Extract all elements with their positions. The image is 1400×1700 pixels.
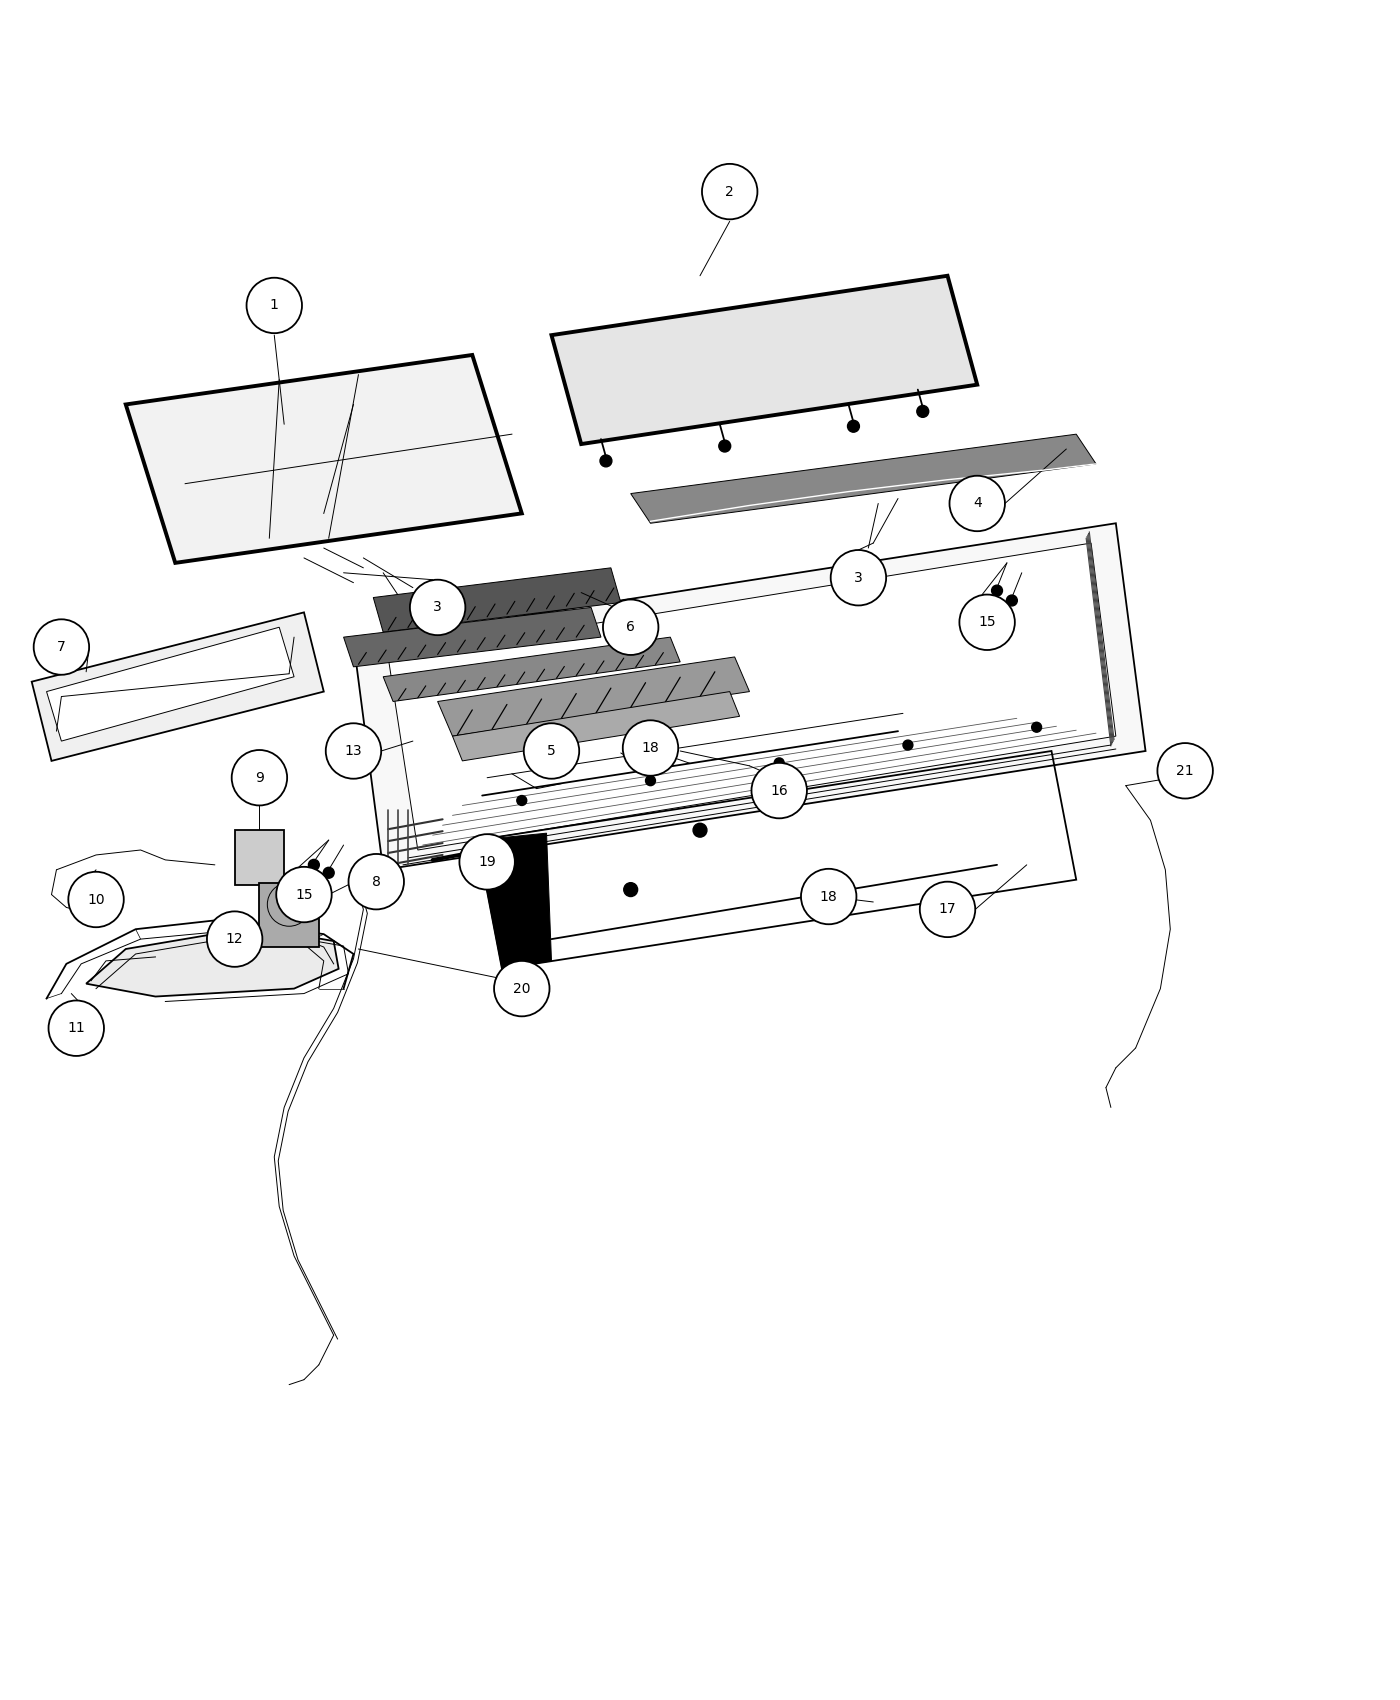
Polygon shape	[384, 638, 680, 702]
Circle shape	[34, 619, 90, 675]
Circle shape	[308, 860, 319, 870]
Text: 15: 15	[979, 615, 995, 629]
Circle shape	[459, 835, 515, 889]
Text: 8: 8	[372, 876, 381, 889]
Circle shape	[246, 277, 302, 333]
Circle shape	[276, 867, 332, 923]
Circle shape	[49, 1001, 104, 1056]
Circle shape	[1007, 595, 1018, 605]
Text: 2: 2	[725, 185, 734, 199]
Circle shape	[624, 882, 637, 896]
Circle shape	[326, 722, 381, 779]
Text: 18: 18	[820, 889, 837, 903]
Text: 15: 15	[295, 887, 312, 901]
Text: 10: 10	[87, 892, 105, 906]
Circle shape	[207, 911, 262, 967]
Circle shape	[601, 456, 612, 468]
Circle shape	[524, 722, 580, 779]
Circle shape	[410, 580, 465, 636]
Text: 4: 4	[973, 496, 981, 510]
Text: 3: 3	[854, 571, 862, 585]
Circle shape	[693, 823, 707, 836]
Circle shape	[774, 758, 784, 768]
Text: 1: 1	[270, 299, 279, 313]
Polygon shape	[552, 275, 977, 444]
Circle shape	[801, 869, 857, 925]
Polygon shape	[374, 568, 620, 632]
Text: 6: 6	[626, 620, 636, 634]
Text: 21: 21	[1176, 763, 1194, 779]
Circle shape	[1158, 743, 1212, 799]
Circle shape	[1032, 722, 1042, 733]
Circle shape	[701, 163, 757, 219]
Text: 9: 9	[255, 770, 263, 785]
Text: 17: 17	[939, 903, 956, 916]
Text: 13: 13	[344, 745, 363, 758]
Polygon shape	[438, 656, 749, 736]
Circle shape	[494, 960, 550, 1017]
Polygon shape	[87, 927, 339, 996]
Circle shape	[349, 853, 405, 910]
Polygon shape	[477, 833, 552, 969]
Circle shape	[645, 775, 655, 785]
Circle shape	[847, 420, 860, 432]
Polygon shape	[388, 542, 1116, 850]
Circle shape	[623, 721, 678, 775]
Text: 16: 16	[770, 784, 788, 797]
Text: 19: 19	[479, 855, 496, 869]
Circle shape	[323, 867, 335, 879]
Polygon shape	[353, 524, 1145, 870]
Circle shape	[959, 595, 1015, 649]
Polygon shape	[126, 355, 522, 563]
Circle shape	[517, 796, 526, 806]
Circle shape	[949, 476, 1005, 530]
Polygon shape	[46, 627, 294, 741]
Circle shape	[752, 763, 806, 818]
Polygon shape	[630, 434, 1096, 524]
Text: 5: 5	[547, 745, 556, 758]
Circle shape	[991, 585, 1002, 597]
FancyBboxPatch shape	[259, 882, 319, 947]
Text: 18: 18	[641, 741, 659, 755]
Text: 11: 11	[67, 1022, 85, 1035]
Text: 7: 7	[57, 639, 66, 655]
Text: 3: 3	[433, 600, 442, 614]
Polygon shape	[343, 607, 601, 666]
Circle shape	[231, 750, 287, 806]
Circle shape	[69, 872, 123, 927]
Circle shape	[917, 406, 928, 416]
Circle shape	[830, 551, 886, 605]
Polygon shape	[452, 692, 739, 762]
FancyBboxPatch shape	[235, 830, 284, 884]
Polygon shape	[32, 612, 323, 762]
Circle shape	[603, 600, 658, 655]
Circle shape	[903, 740, 913, 750]
Circle shape	[920, 882, 976, 937]
Circle shape	[718, 440, 731, 452]
Text: 12: 12	[225, 932, 244, 947]
Text: 20: 20	[512, 981, 531, 996]
